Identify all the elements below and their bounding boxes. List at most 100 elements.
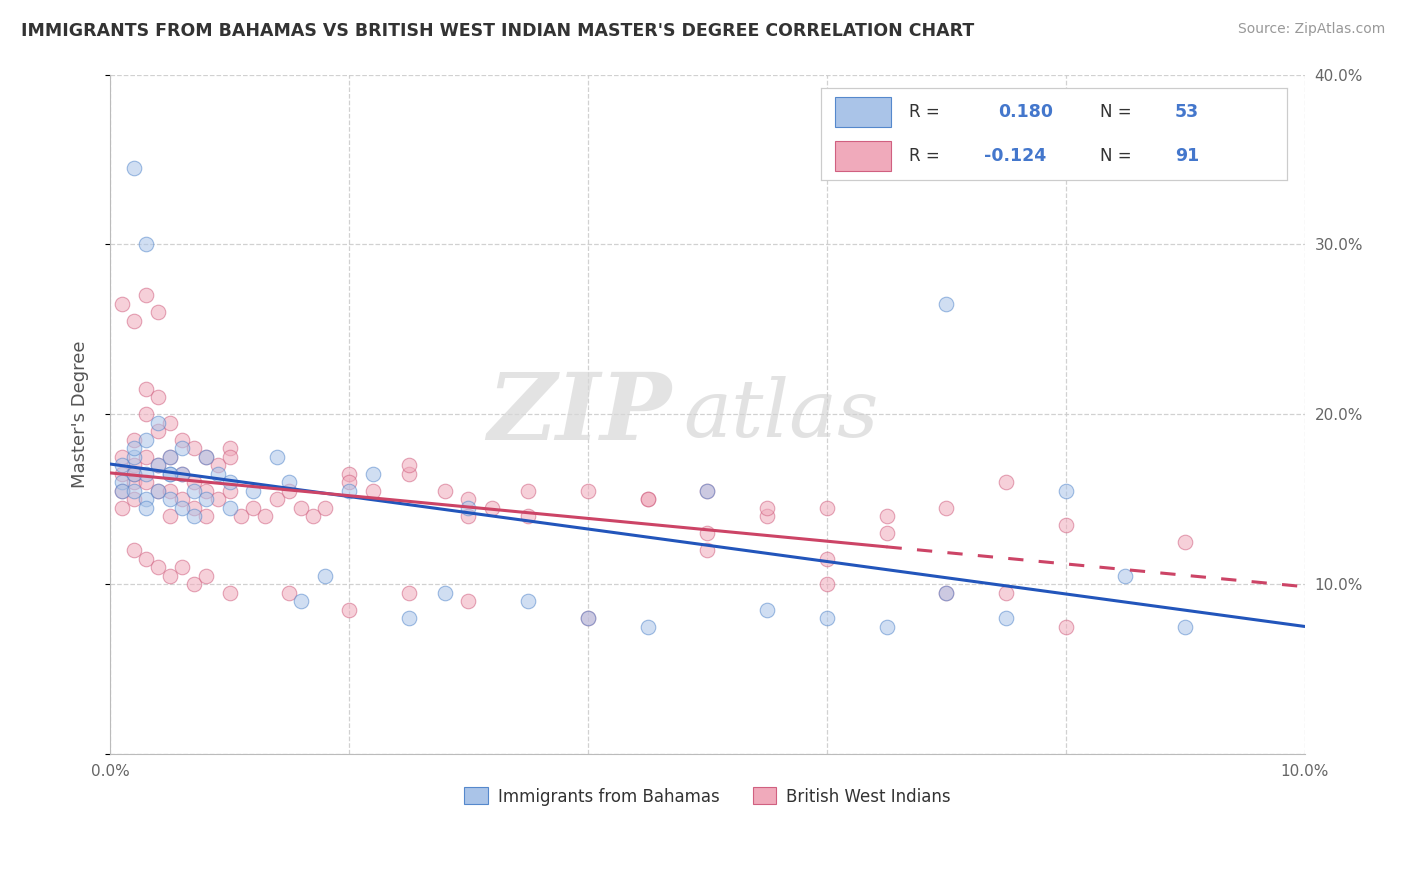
Point [122,442,145,456]
Point [111,467,134,481]
Point [207,467,229,481]
Point [517,594,540,608]
Point [111,458,134,473]
Point [756,603,779,617]
Point [254,509,277,524]
Point [218,442,240,456]
Point [183,500,205,515]
Point [457,500,479,515]
Point [218,475,240,490]
Point [576,483,599,498]
Point [194,569,217,583]
Text: atlas: atlas [683,376,879,453]
Point [146,483,169,498]
Point [135,492,157,507]
Point [122,467,145,481]
Point [433,586,456,600]
Point [290,594,312,608]
Point [995,611,1018,625]
Point [218,483,240,498]
Point [111,475,134,490]
Point [122,543,145,558]
Point [517,509,540,524]
Point [207,492,229,507]
Point [361,467,384,481]
Point [159,467,181,481]
Point [637,492,659,507]
Point [815,500,838,515]
Point [242,500,264,515]
Point [266,492,288,507]
Point [815,611,838,625]
Point [1174,534,1197,549]
Point [995,475,1018,490]
Point [457,594,479,608]
Point [398,586,420,600]
Point [111,483,134,498]
Point [159,569,181,583]
Point [122,433,145,447]
Point [1114,569,1136,583]
Point [159,450,181,464]
Point [756,509,779,524]
Point [1174,620,1197,634]
Point [194,450,217,464]
Point [876,620,898,634]
Point [135,467,157,481]
Point [457,492,479,507]
Point [122,475,145,490]
Point [361,483,384,498]
Point [314,500,336,515]
Point [122,450,145,464]
Point [122,492,145,507]
Point [266,450,288,464]
Point [135,450,157,464]
Point [146,425,169,439]
Point [146,458,169,473]
Point [815,551,838,566]
Point [935,586,957,600]
Point [159,483,181,498]
Text: ZIP: ZIP [488,369,672,459]
Point [159,467,181,481]
Point [159,416,181,430]
Point [231,509,253,524]
Point [314,569,336,583]
Point [159,509,181,524]
Point [183,577,205,591]
Point [194,450,217,464]
Point [398,467,420,481]
Point [207,458,229,473]
Point [1054,517,1077,532]
Point [170,492,193,507]
Point [146,305,169,319]
Text: Source: ZipAtlas.com: Source: ZipAtlas.com [1237,22,1385,37]
Point [183,475,205,490]
Point [170,500,193,515]
Point [135,551,157,566]
Point [146,458,169,473]
Y-axis label: Master's Degree: Master's Degree [72,341,89,488]
Point [135,408,157,422]
Point [159,492,181,507]
Point [218,450,240,464]
Point [122,467,145,481]
Point [696,483,718,498]
Point [122,483,145,498]
Point [876,526,898,541]
Point [457,509,479,524]
Point [146,483,169,498]
Point [995,586,1018,600]
Point [183,483,205,498]
Point [935,297,957,311]
Point [637,620,659,634]
Point [135,433,157,447]
Point [576,611,599,625]
Point [935,500,957,515]
Point [135,475,157,490]
Point [337,603,360,617]
Point [111,297,134,311]
Point [278,586,301,600]
Point [337,467,360,481]
Point [170,467,193,481]
